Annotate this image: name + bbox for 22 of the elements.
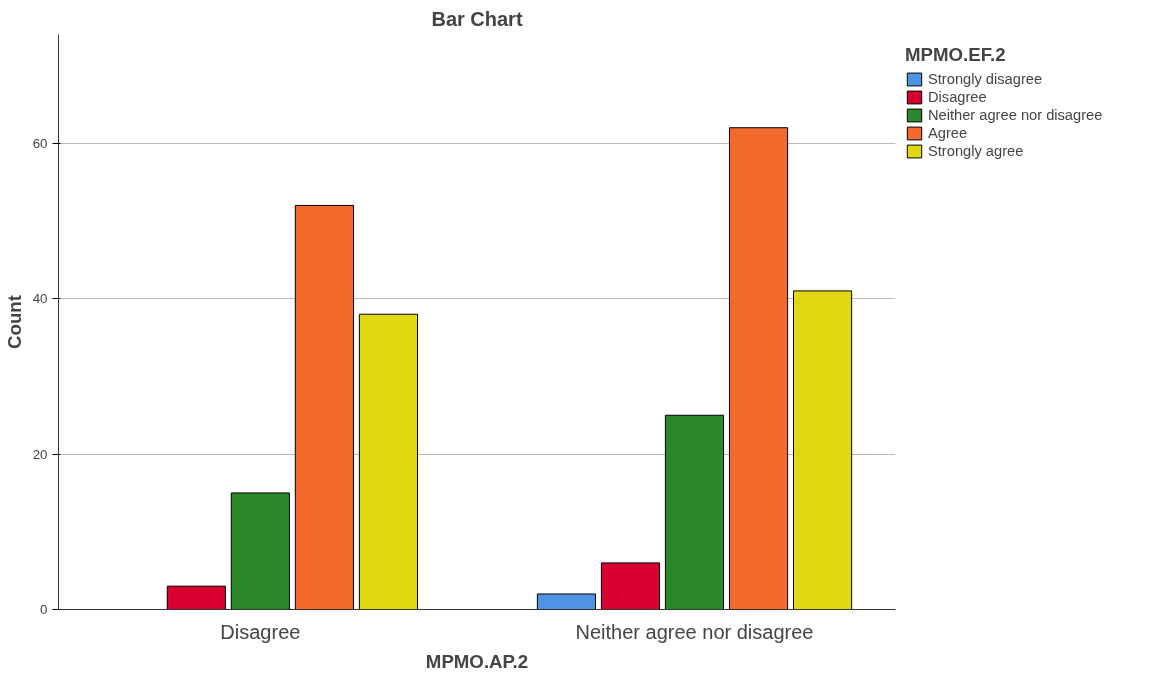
bar: [358, 313, 419, 610]
bar: [600, 562, 661, 610]
legend-title: MPMO.EF.2: [905, 44, 1007, 66]
bar: [792, 290, 853, 610]
bar: [294, 204, 354, 610]
chart-title: Bar Chart: [431, 7, 523, 30]
legend-label: Disagree: [928, 89, 987, 105]
bar: [728, 127, 789, 610]
y-tick-label: 20: [32, 446, 48, 462]
y-tick-label: 60: [32, 135, 48, 151]
bar: [166, 585, 226, 610]
y-tick-label: 0: [40, 602, 48, 617]
legend-label: Strongly disagree: [928, 71, 1043, 87]
y-tick-label: 40: [32, 291, 48, 307]
bar: [536, 593, 597, 610]
legend-label: Strongly agree: [928, 143, 1024, 159]
x-axis-title: MPMO.AP.2: [425, 650, 529, 672]
legend-label: Agree: [928, 125, 968, 141]
y-axis-title: Count: [3, 295, 25, 349]
bar: [664, 414, 725, 610]
bar: [230, 492, 290, 610]
legend-label: Neither agree nor disagree: [928, 107, 1103, 123]
